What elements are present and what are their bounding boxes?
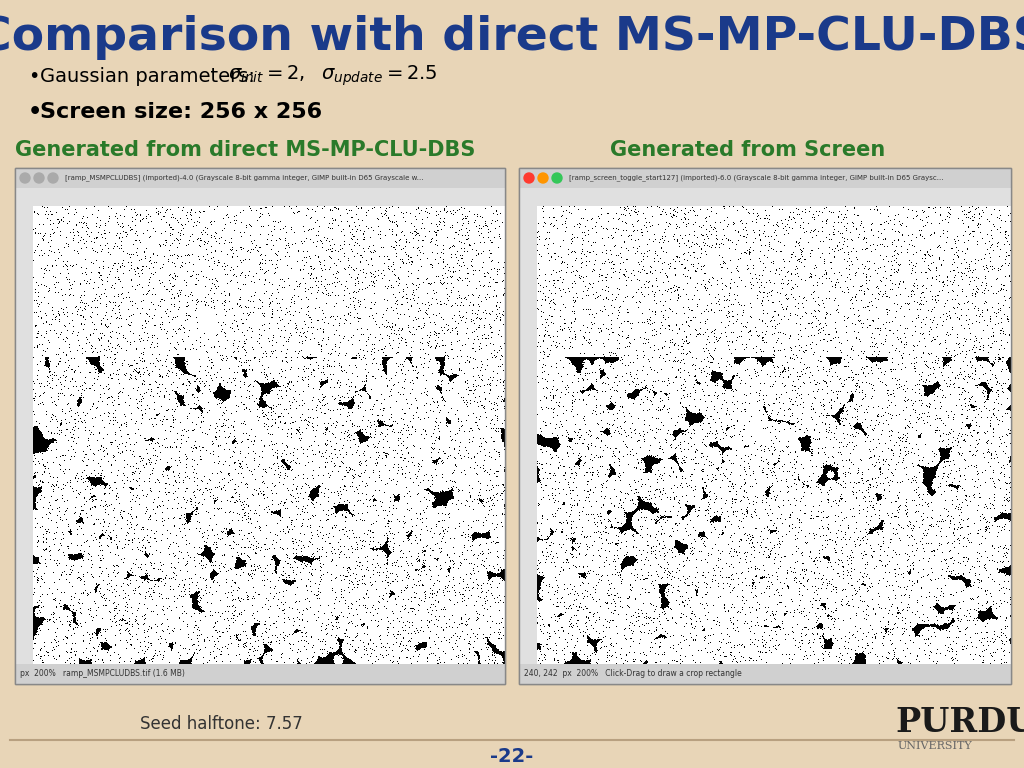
Bar — [15, 168, 505, 684]
Bar — [519, 664, 1011, 684]
Bar — [519, 168, 1011, 684]
Bar — [519, 188, 1011, 206]
Circle shape — [538, 173, 548, 183]
Circle shape — [34, 173, 44, 183]
Circle shape — [552, 173, 562, 183]
Text: •: • — [28, 67, 39, 85]
Text: •: • — [28, 102, 42, 122]
Circle shape — [524, 173, 534, 183]
Bar — [15, 206, 33, 664]
Circle shape — [20, 173, 30, 183]
Bar — [15, 188, 505, 206]
Text: -22-: -22- — [490, 746, 534, 766]
Text: 240, 242  px  200%   Click-Drag to draw a crop rectangle: 240, 242 px 200% Click-Drag to draw a cr… — [524, 670, 741, 678]
Bar — [519, 206, 537, 664]
Bar — [15, 664, 505, 684]
Circle shape — [48, 173, 58, 183]
Text: $\sigma_{init}$$= 2,$  $\sigma_{update}$$= 2.5$: $\sigma_{init}$$= 2,$ $\sigma_{update}$$… — [228, 64, 437, 88]
Text: Comparison with direct MS-MP-CLU-DBS: Comparison with direct MS-MP-CLU-DBS — [0, 15, 1024, 61]
Text: [ramp_screen_toggle_start127] (imported)-6.0 (Grayscale 8-bit gamma integer, GIM: [ramp_screen_toggle_start127] (imported)… — [569, 174, 943, 181]
Text: PURDUE: PURDUE — [895, 707, 1024, 740]
Bar — [519, 168, 1011, 684]
Text: Seed halftone: 7.57: Seed halftone: 7.57 — [140, 715, 303, 733]
Text: px  200%   ramp_MSMPCLUDBS.tif (1.6 MB): px 200% ramp_MSMPCLUDBS.tif (1.6 MB) — [20, 670, 185, 678]
Text: Gaussian parameters:: Gaussian parameters: — [40, 67, 261, 85]
Bar — [519, 168, 1011, 188]
Text: Generated from Screen: Generated from Screen — [610, 140, 886, 160]
Text: UNIVERSITY: UNIVERSITY — [898, 741, 973, 751]
Text: [ramp_MSMPCLUDBS] (imported)-4.0 (Grayscale 8-bit gamma integer, GIMP built-in D: [ramp_MSMPCLUDBS] (imported)-4.0 (Graysc… — [65, 174, 424, 181]
Text: Generated from direct MS-MP-CLU-DBS: Generated from direct MS-MP-CLU-DBS — [15, 140, 475, 160]
Bar — [15, 168, 505, 188]
Text: Screen size: 256 x 256: Screen size: 256 x 256 — [40, 102, 323, 122]
Bar — [15, 168, 505, 684]
